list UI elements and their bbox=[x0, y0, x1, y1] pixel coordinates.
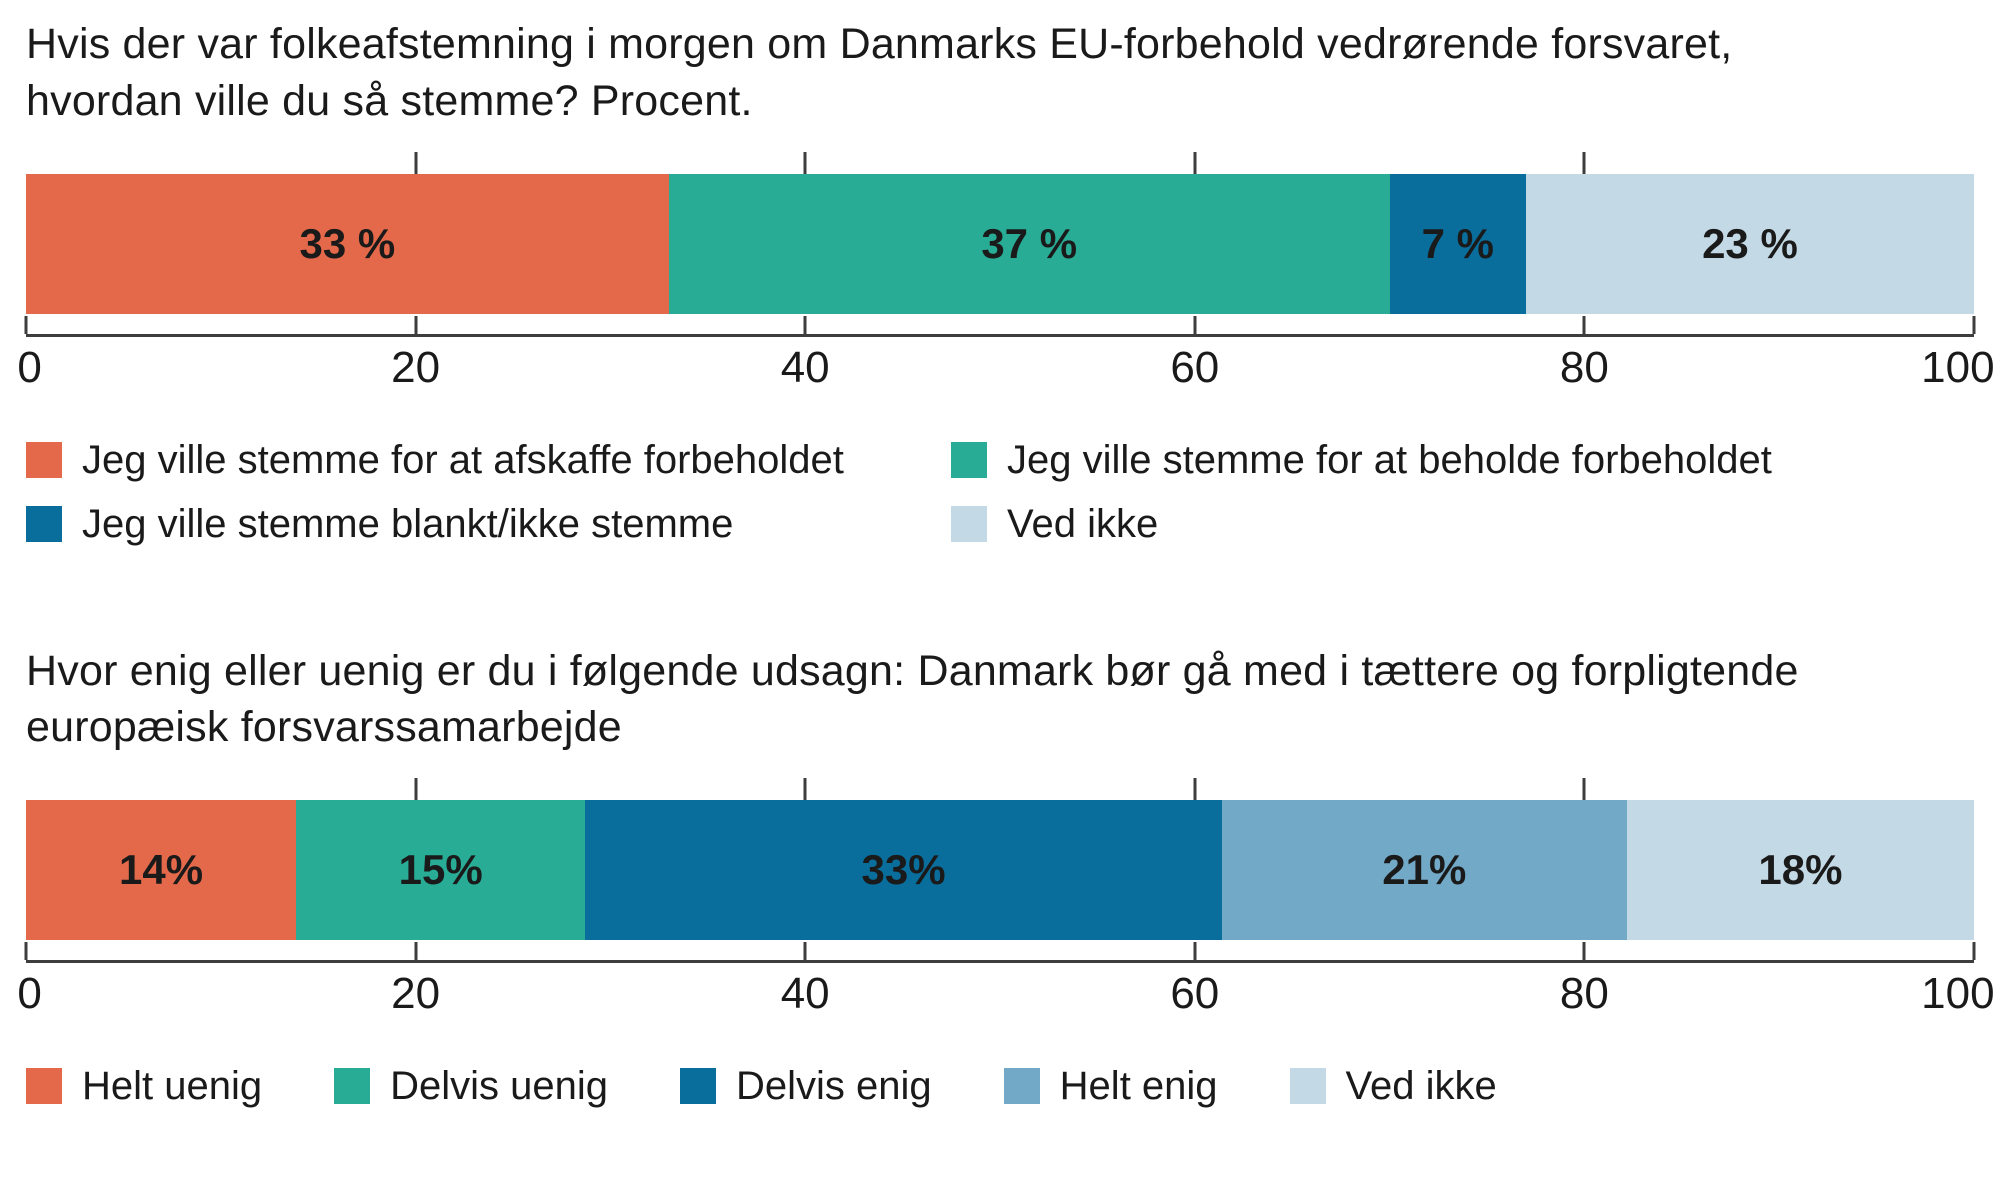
bar-chart: 14% 15% 33% 21% 18% 0 20 40 60 80 100 bbox=[17, 778, 1995, 1027]
legend-swatch bbox=[26, 505, 62, 542]
top-ticks bbox=[26, 151, 1974, 174]
bar-segment: 15% bbox=[296, 800, 586, 940]
legend-label: Jeg ville stemme blankt/ikke stemme bbox=[82, 501, 734, 546]
axis-ticks bbox=[24, 314, 1976, 334]
axis-tick-label: 0 bbox=[17, 969, 42, 1018]
legend-label: Delvis uenig bbox=[390, 1064, 609, 1108]
axis-tick-label: 100 bbox=[1921, 969, 1995, 1018]
legend-item: Ved ikke bbox=[1289, 1063, 1497, 1109]
axis-tick-label: 100 bbox=[1921, 342, 1995, 392]
legend-swatch bbox=[334, 1068, 371, 1104]
axis-tick-label: 20 bbox=[391, 969, 441, 1018]
axis-tick-label: 0 bbox=[17, 342, 42, 392]
bar-segment: 7 % bbox=[1389, 173, 1526, 314]
axis-tick bbox=[414, 942, 418, 960]
legend: Jeg ville stemme for at afskaffe forbeho… bbox=[26, 437, 1974, 547]
bar-segment: 37 % bbox=[668, 173, 1390, 314]
axis-tick bbox=[1582, 315, 1586, 334]
axis-tick-label: 60 bbox=[1170, 342, 1220, 392]
chart-agreement: Hvor enig eller uenig er du i følgende u… bbox=[17, 643, 1995, 1110]
legend: Helt uenig Delvis uenig Delvis enig Helt en… bbox=[26, 1063, 1974, 1109]
legend-label: Helt uenig bbox=[82, 1064, 263, 1108]
legend-label: Jeg ville stemme for at beholde forbehol… bbox=[1007, 437, 1772, 482]
top-tick bbox=[1582, 778, 1586, 800]
top-tick bbox=[803, 151, 807, 174]
legend-swatch bbox=[1003, 1068, 1040, 1104]
bar-segment: 33 % bbox=[26, 173, 669, 314]
legend-item: Helt uenig bbox=[26, 1063, 262, 1109]
axis-tick bbox=[1972, 942, 1976, 960]
axis-ticks bbox=[24, 940, 1976, 960]
legend-swatch bbox=[1289, 1068, 1326, 1104]
bar-segment-value: 37 % bbox=[981, 219, 1078, 267]
bar-segment: 14% bbox=[26, 800, 297, 940]
top-tick bbox=[803, 778, 807, 800]
top-tick bbox=[1193, 778, 1197, 800]
axis-line bbox=[26, 960, 1974, 963]
legend-item: Ved ikke bbox=[951, 501, 1974, 547]
legend-label: Ved ikke bbox=[1007, 501, 1159, 546]
axis-tick bbox=[803, 942, 807, 960]
axis-tick bbox=[803, 315, 807, 334]
bar-segment-value: 15% bbox=[398, 846, 483, 893]
stacked-bar: 33 % 37 % 7 % 23 % bbox=[26, 173, 1974, 314]
legend-label: Delvis enig bbox=[736, 1064, 932, 1108]
top-tick bbox=[414, 778, 418, 800]
bar-segment: 23 % bbox=[1525, 173, 1974, 314]
bar-segment: 33% bbox=[585, 800, 1222, 940]
legend-label: Jeg ville stemme for at afskaffe forbeho… bbox=[82, 437, 844, 482]
legend-swatch bbox=[26, 441, 62, 478]
page: Hvis der var folkeafstemning i morgen om… bbox=[17, 16, 1995, 1110]
axis-tick bbox=[24, 315, 28, 334]
stacked-bar: 14% 15% 33% 21% 18% bbox=[26, 800, 1974, 940]
axis-tick bbox=[24, 942, 28, 960]
bar-segment-value: 33 % bbox=[299, 219, 396, 267]
axis-tick-label: 80 bbox=[1559, 342, 1609, 392]
axis-tick-label: 20 bbox=[391, 342, 441, 392]
axis-tick-label: 60 bbox=[1170, 969, 1220, 1018]
axis-tick-label: 40 bbox=[780, 969, 830, 1018]
bar-segment: 18% bbox=[1626, 800, 1974, 940]
bar-segment-value: 18% bbox=[1758, 846, 1843, 893]
axis-tick bbox=[1193, 315, 1197, 334]
axis-labels: 0 20 40 60 80 100 bbox=[17, 342, 1994, 401]
top-tick bbox=[1582, 151, 1586, 174]
legend-label: Ved ikke bbox=[1345, 1064, 1497, 1108]
bar-segment-value: 23 % bbox=[1702, 219, 1798, 267]
bar-segment-value: 33% bbox=[861, 846, 946, 893]
chart-title: Hvor enig eller uenig er du i følgende u… bbox=[26, 646, 1799, 752]
legend-item: Delvis uenig bbox=[334, 1063, 608, 1109]
axis-tick bbox=[1972, 315, 1976, 334]
axis-tick bbox=[1582, 942, 1586, 960]
bar-segment-value: 7 % bbox=[1421, 219, 1494, 267]
legend-swatch bbox=[26, 1068, 62, 1104]
bar-segment-value: 21% bbox=[1382, 846, 1467, 893]
top-tick bbox=[1193, 151, 1197, 174]
axis-tick bbox=[1193, 942, 1197, 960]
chart-title: Hvis der var folkeafstemning i morgen om… bbox=[26, 20, 1733, 125]
legend-item: Delvis enig bbox=[680, 1063, 932, 1109]
chart-referendum: Hvis der var folkeafstemning i morgen om… bbox=[17, 16, 1995, 547]
axis-tick-label: 40 bbox=[780, 342, 830, 392]
top-ticks bbox=[26, 778, 1974, 800]
top-tick bbox=[414, 151, 418, 174]
legend-swatch bbox=[951, 505, 987, 542]
axis-labels: 0 20 40 60 80 100 bbox=[17, 969, 1994, 1027]
legend-label: Helt enig bbox=[1059, 1064, 1218, 1108]
legend-swatch bbox=[951, 441, 987, 478]
legend-swatch bbox=[680, 1068, 717, 1104]
bar-segment: 21% bbox=[1221, 800, 1627, 940]
legend-item: Jeg ville stemme blankt/ikke stemme bbox=[26, 501, 951, 547]
bar-chart: 33 % 37 % 7 % 23 % 0 20 40 60 80 100 bbox=[17, 151, 1995, 401]
axis-line bbox=[26, 333, 1974, 337]
axis-tick-label: 80 bbox=[1559, 969, 1609, 1018]
legend-item: Jeg ville stemme for at beholde forbehol… bbox=[951, 437, 1974, 483]
axis-tick bbox=[414, 315, 418, 334]
legend-item: Jeg ville stemme for at afskaffe forbeho… bbox=[26, 437, 951, 483]
legend-item: Helt enig bbox=[1003, 1063, 1218, 1109]
bar-segment-value: 14% bbox=[118, 846, 204, 893]
